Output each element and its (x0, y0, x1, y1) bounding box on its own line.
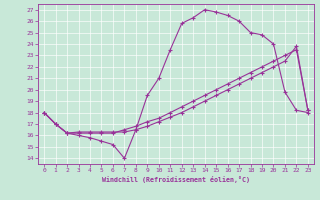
X-axis label: Windchill (Refroidissement éolien,°C): Windchill (Refroidissement éolien,°C) (102, 176, 250, 183)
